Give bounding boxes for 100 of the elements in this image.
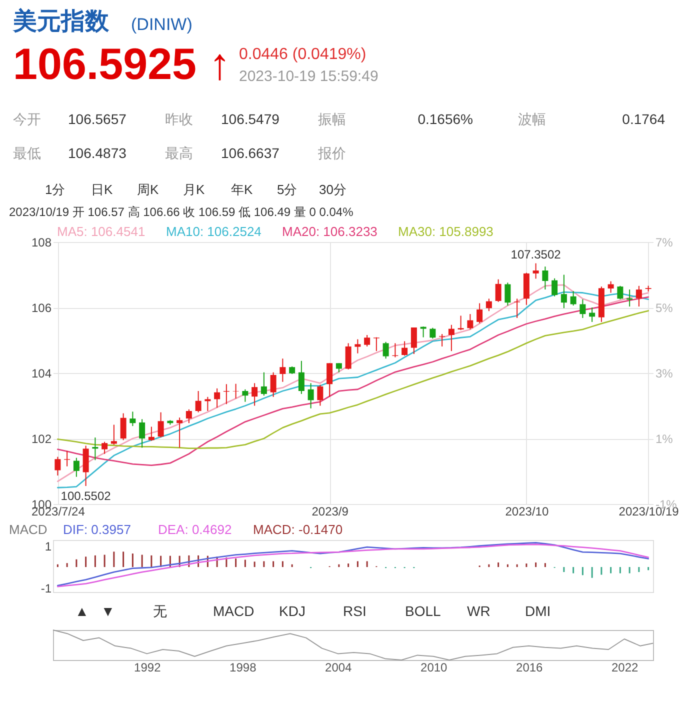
text: WR	[467, 603, 490, 619]
text: 106.4873	[68, 145, 127, 161]
series-label: DEA: 0.4692	[158, 522, 232, 537]
text: 年K	[231, 182, 253, 197]
candlestick	[176, 417, 183, 448]
x-tick-label: 2004	[325, 660, 352, 674]
candlestick	[476, 302, 483, 324]
candlestick	[430, 327, 436, 340]
x-tick-label: 1992	[134, 660, 162, 674]
text: DMI	[525, 603, 551, 619]
candlestick	[54, 456, 61, 476]
candlestick	[354, 338, 361, 354]
text: MA10: 106.2524	[166, 224, 262, 239]
x-tick-label: 1998	[230, 660, 257, 674]
text: 波幅	[518, 111, 546, 127]
text: MA30: 105.8993	[398, 224, 494, 239]
candlestick	[148, 426, 154, 442]
candlestick	[195, 390, 202, 413]
candlestick	[110, 424, 117, 446]
candlestick	[495, 278, 502, 302]
line-series	[56, 310, 650, 450]
text: 美元指数	[12, 7, 110, 35]
x-tick-label: 2016	[516, 660, 544, 674]
text: 0.0446 (0.0419%)	[239, 46, 366, 63]
candlestick	[102, 441, 108, 454]
candlestick	[73, 457, 80, 478]
y2-tick-label: 3%	[656, 366, 674, 380]
y2-tick-label: 7%	[656, 236, 674, 250]
candlestick	[308, 382, 314, 409]
candlestick	[336, 362, 342, 373]
candlestick	[373, 336, 380, 352]
text: 昨收	[165, 111, 193, 127]
text: 报价	[317, 145, 346, 161]
candlestick	[232, 383, 239, 400]
text: ▼	[101, 603, 115, 619]
candlestick	[467, 314, 474, 330]
chart-title: MACD	[9, 522, 48, 537]
chart-subtitle: 2023/10/19 开 106.57 高 106.66 收 106.59 低 106.49 量 0 0.04%	[9, 205, 354, 219]
candlestick	[504, 282, 511, 306]
y-tick-label: 108	[31, 236, 52, 250]
candlestick	[186, 408, 192, 424]
candlestick	[158, 412, 164, 438]
candlestick	[420, 326, 426, 338]
y-tick-label: 102	[31, 432, 52, 446]
text: MA20: 106.3233	[282, 224, 378, 239]
text: 今开	[13, 111, 41, 127]
candlestick	[636, 285, 642, 308]
x-tick-label: 2023/10	[505, 504, 549, 518]
text: 106.5479	[221, 111, 280, 127]
text: MACD	[213, 603, 254, 619]
candlestick	[204, 396, 211, 412]
text: DIF: 0.3957	[63, 522, 131, 537]
candlestick	[402, 340, 408, 356]
annotation: 100.5502	[60, 488, 112, 503]
candlestick	[382, 341, 389, 360]
y-tick-label: 1	[44, 540, 52, 554]
text: BOLL	[405, 603, 442, 619]
candlestick	[326, 362, 333, 398]
text: 5分	[277, 182, 298, 197]
candlestick	[64, 450, 70, 467]
candlestick	[130, 411, 136, 427]
x-tick-label: 2023/9	[312, 504, 349, 518]
candlestick	[214, 388, 220, 408]
text: RSI	[343, 603, 366, 619]
text: 106.5657	[68, 111, 127, 127]
candlestick	[458, 315, 464, 331]
candlestick	[364, 334, 370, 347]
text: 1分	[45, 182, 66, 197]
candlestick	[448, 324, 454, 352]
candlestick	[580, 298, 586, 318]
candlestick	[552, 278, 558, 297]
text: 最高	[165, 145, 193, 161]
x-tick-label: 2022	[612, 660, 639, 674]
text: ▲	[75, 603, 89, 619]
candlestick	[570, 290, 576, 306]
candlestick	[252, 382, 258, 406]
x-tick-label: 2010	[420, 660, 448, 674]
text: 0.1764	[622, 111, 666, 127]
candlestick	[608, 280, 614, 294]
candlestick	[242, 388, 248, 402]
y2-tick-label: 5%	[656, 301, 674, 315]
text: 2023-10-19 15:59:49	[239, 68, 378, 85]
candlestick	[486, 298, 492, 312]
text: 无	[153, 603, 167, 619]
candlestick	[139, 418, 146, 448]
candlestick	[532, 262, 539, 280]
text: 106.5925 ↑	[13, 40, 231, 89]
text: 最低	[13, 145, 41, 161]
y-tick-label: 104	[31, 366, 52, 380]
text: 30分	[319, 182, 346, 197]
text: (DINIW)	[131, 15, 192, 34]
text: 日K	[91, 182, 113, 197]
text: KDJ	[279, 603, 306, 619]
text: 月K	[183, 182, 205, 197]
candlestick	[317, 384, 324, 406]
candlestick	[542, 266, 548, 290]
candlestick	[410, 326, 417, 355]
candlestick	[560, 274, 567, 309]
text: 106.6637	[221, 145, 280, 161]
candlestick	[345, 342, 352, 370]
